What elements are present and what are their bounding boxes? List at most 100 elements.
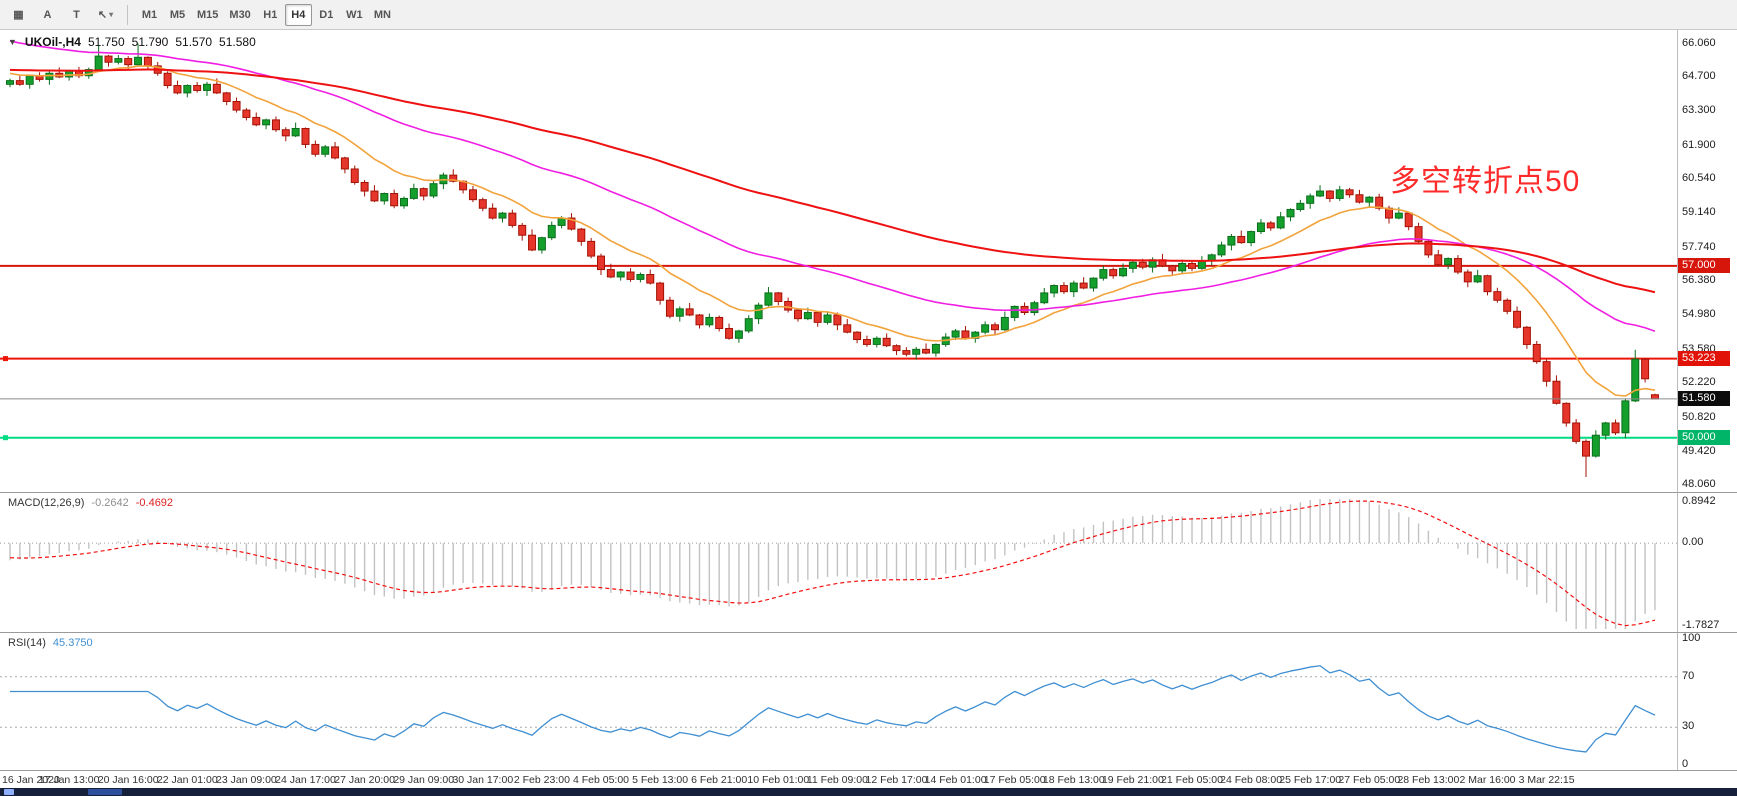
timeframe-m15[interactable]: M15 (197, 8, 219, 21)
candle (1562, 402, 1571, 427)
candle (813, 311, 822, 327)
candle (193, 82, 202, 93)
hline-handle[interactable] (3, 356, 8, 362)
timeframe-h4[interactable]: H4 (284, 3, 312, 26)
rsi-line[interactable] (10, 665, 1656, 753)
time-axis-label: 4 Feb 05:00 (572, 774, 630, 786)
timeframe-m30[interactable]: M30 (229, 8, 251, 21)
candle (1050, 284, 1059, 298)
timeframe-mn[interactable]: MN (373, 8, 391, 21)
candle (163, 71, 172, 89)
bid-price-badge: 51.580 (1678, 390, 1730, 406)
time-axis-label: 30 Jan 17:00 (452, 774, 514, 786)
candle (1572, 419, 1581, 444)
candle (715, 315, 724, 332)
candle (45, 70, 54, 85)
main-chart-canvas[interactable] (0, 30, 1677, 492)
timeframe-m1[interactable]: M1 (141, 8, 158, 21)
candle (1404, 212, 1413, 231)
candle (1424, 239, 1433, 258)
one-click-trading-icon[interactable]: ▼ (8, 37, 17, 47)
time-axis-label: 10 Feb 01:00 (747, 774, 810, 786)
candle (15, 75, 24, 86)
ma-mid[interactable] (9, 40, 1656, 332)
timeframe-m5[interactable]: M5 (169, 8, 186, 21)
insert-arrow-tool-button[interactable]: A (43, 8, 52, 21)
candle (1582, 439, 1590, 477)
candle (547, 221, 556, 241)
price-axis-label: 54.980 (1682, 308, 1716, 321)
candle (114, 55, 123, 65)
time-axis-label: 20 Jan 16:00 (97, 774, 159, 786)
taskbar-item[interactable] (88, 789, 122, 795)
candle (636, 272, 645, 283)
candle (1641, 358, 1650, 383)
price-axis-label: 61.900 (1682, 138, 1716, 151)
candle (1197, 256, 1206, 270)
candle (242, 108, 251, 121)
macd-label: MACD(12,26,9) -0.2642 -0.4692 (8, 497, 173, 509)
candle (1099, 265, 1108, 281)
rsi-name: RSI(14) (8, 637, 46, 649)
time-axis-label: 14 Feb 01:00 (924, 774, 987, 786)
candle (882, 333, 891, 348)
candle (843, 318, 852, 334)
time-axis-label: 24 Jan 17:00 (275, 774, 336, 786)
candle (567, 213, 576, 231)
rsi-canvas[interactable] (0, 633, 1677, 771)
macd-canvas[interactable] (0, 493, 1677, 633)
timeframe-d1[interactable]: D1 (319, 8, 334, 21)
candle (754, 302, 763, 325)
time-axis-label: 22 Jan 01:00 (156, 774, 218, 786)
candle (853, 331, 862, 344)
ma-slow[interactable] (9, 68, 1656, 294)
candle (74, 66, 83, 79)
ohlc-close: 51.580 (219, 35, 256, 49)
candle (301, 127, 310, 149)
candle (685, 302, 694, 317)
candle (488, 203, 497, 220)
candle (1601, 421, 1610, 440)
candle (1010, 305, 1019, 322)
macd-signal-line[interactable] (9, 500, 1656, 627)
candle (1463, 269, 1472, 288)
candle (1188, 261, 1196, 272)
candle (1217, 241, 1226, 258)
ma-fast[interactable] (9, 65, 1656, 397)
macd-value: -0.2642 (91, 497, 129, 509)
candle (537, 236, 546, 254)
candle (734, 329, 743, 343)
candle (1059, 282, 1068, 294)
candle (1020, 302, 1029, 315)
candle (1325, 190, 1334, 203)
candle (1493, 287, 1502, 303)
time-axis-label: 2 Mar 16:00 (1459, 774, 1516, 786)
insert-text-tool-button[interactable]: T (73, 8, 80, 21)
time-axis-label: 21 Feb 05:00 (1161, 774, 1223, 786)
candle (203, 81, 211, 96)
cursor-mode-button[interactable]: ↖ ▾ (92, 4, 119, 26)
candle (1522, 326, 1531, 349)
candle (823, 311, 832, 325)
time-axis-label: 25 Feb 17:00 (1279, 774, 1342, 786)
candle (281, 127, 290, 142)
timeframe-w1[interactable]: W1 (346, 8, 363, 21)
candle (143, 56, 152, 70)
hline-handle[interactable] (3, 435, 8, 441)
candle (1365, 195, 1374, 207)
text-annotation[interactable]: 多空转折点50 (1390, 165, 1581, 198)
candle (794, 308, 802, 322)
candle (409, 183, 418, 200)
price-axis-label: 59.140 (1682, 206, 1716, 219)
candle (1434, 249, 1443, 267)
candle (1503, 298, 1512, 315)
price-axis-label: 63.300 (1682, 104, 1716, 117)
rsi-axis-label: 30 (1682, 720, 1695, 733)
candle (912, 346, 921, 360)
time-axis[interactable]: 16 Jan 2020 17 Jan 13:00 20 Jan 16:00 22 Ja… (0, 770, 1737, 788)
time-axis-label: 29 Jan 09:00 (393, 774, 455, 786)
taskbar-start-button[interactable] (4, 789, 14, 795)
candle (606, 263, 615, 279)
timeframe-h1[interactable]: H1 (263, 8, 278, 21)
chart-windows-button[interactable]: ▦ (5, 4, 32, 26)
